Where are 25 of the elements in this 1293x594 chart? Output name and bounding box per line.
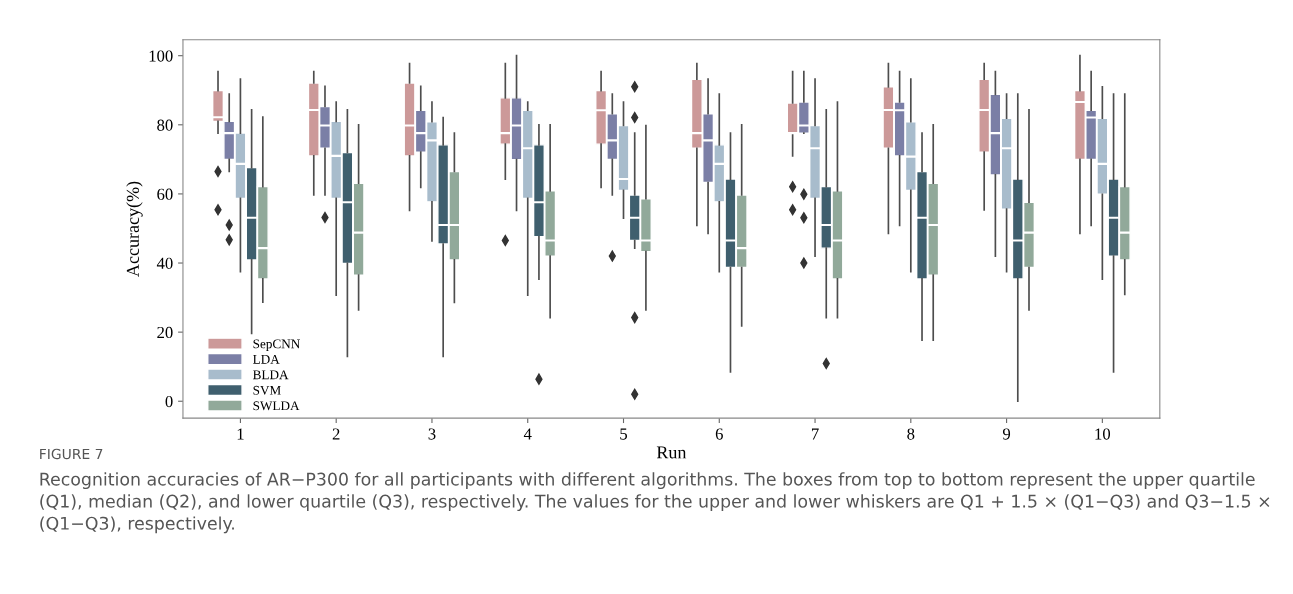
x-tick-label: 5 xyxy=(620,428,628,440)
y-tick-label: 40 xyxy=(156,257,173,269)
y-tick-label: 100 xyxy=(149,50,173,62)
y-tick-label: 20 xyxy=(157,326,173,339)
x-tick-label: 2 xyxy=(332,428,340,440)
x-tick-label: 9 xyxy=(1002,428,1011,440)
caption: FIGURE 7 xyxy=(40,448,103,460)
y-tick-label: 80 xyxy=(157,119,173,131)
legend-label: BLDA xyxy=(253,370,289,380)
x-tick-label: 6 xyxy=(715,428,723,440)
legend-label: LDA xyxy=(253,354,280,364)
x-tick-label: 1 xyxy=(237,428,244,440)
y-tick-label: 60 xyxy=(157,188,173,200)
text: Recognition accuracies of AR−P300 for all participants with different algorithms. The boxes from top to bottom represent the upper quartile (Q1), median (Q2), and lower quartile (Q3), respectively. The values for the upper and lower whiskers are Q1 + 1.5 × (Q1−Q3) and Q3−1.5 × (Q1−Q3), respectively. xyxy=(40,472,1270,534)
y-axis-title: Accuracy(%) xyxy=(126,181,143,277)
x-tick-label: 4 xyxy=(523,428,532,440)
y-tick-label: 0 xyxy=(165,395,173,408)
legend-label: SepCNN xyxy=(253,339,300,351)
x-tick-label: 8 xyxy=(907,428,915,440)
legend-label: SWLDA xyxy=(253,401,300,411)
x-tick-label: 10 xyxy=(1095,428,1111,440)
x-tick-label: 3 xyxy=(428,428,436,440)
x-tick-label: 7 xyxy=(811,428,819,440)
legend-label: SVM xyxy=(253,385,281,395)
x-axis-title: Run xyxy=(656,446,687,459)
